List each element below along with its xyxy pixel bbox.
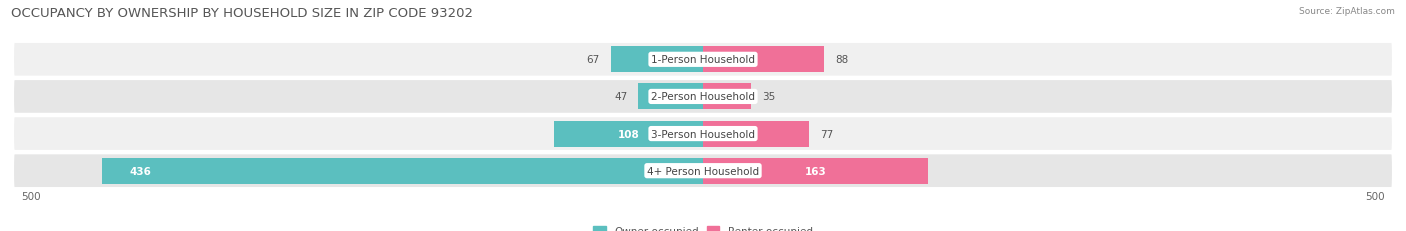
Text: 1-Person Household: 1-Person Household: [651, 55, 755, 65]
Text: 500: 500: [1365, 191, 1385, 201]
Bar: [610, 47, 703, 73]
Bar: [103, 158, 703, 184]
Text: 3-Person Household: 3-Person Household: [651, 129, 755, 139]
FancyBboxPatch shape: [14, 155, 1392, 187]
Text: 2-Person Household: 2-Person Household: [651, 92, 755, 102]
Text: OCCUPANCY BY OWNERSHIP BY HOUSEHOLD SIZE IN ZIP CODE 93202: OCCUPANCY BY OWNERSHIP BY HOUSEHOLD SIZE…: [11, 7, 474, 20]
Text: 108: 108: [617, 129, 640, 139]
Text: 77: 77: [820, 129, 834, 139]
Text: 4+ Person Household: 4+ Person Household: [647, 166, 759, 176]
Text: 163: 163: [804, 166, 827, 176]
Bar: [703, 121, 808, 147]
Text: 88: 88: [835, 55, 849, 65]
Bar: [703, 84, 751, 110]
FancyBboxPatch shape: [14, 44, 1392, 76]
Bar: [638, 84, 703, 110]
Bar: [554, 121, 703, 147]
Text: 500: 500: [21, 191, 41, 201]
FancyBboxPatch shape: [14, 118, 1392, 150]
FancyBboxPatch shape: [14, 81, 1392, 113]
Bar: [703, 47, 824, 73]
Text: 436: 436: [129, 166, 152, 176]
Text: 35: 35: [762, 92, 776, 102]
Legend: Owner-occupied, Renter-occupied: Owner-occupied, Renter-occupied: [589, 222, 817, 231]
Text: Source: ZipAtlas.com: Source: ZipAtlas.com: [1299, 7, 1395, 16]
Bar: [703, 158, 928, 184]
Text: 47: 47: [614, 92, 627, 102]
Text: 67: 67: [586, 55, 599, 65]
